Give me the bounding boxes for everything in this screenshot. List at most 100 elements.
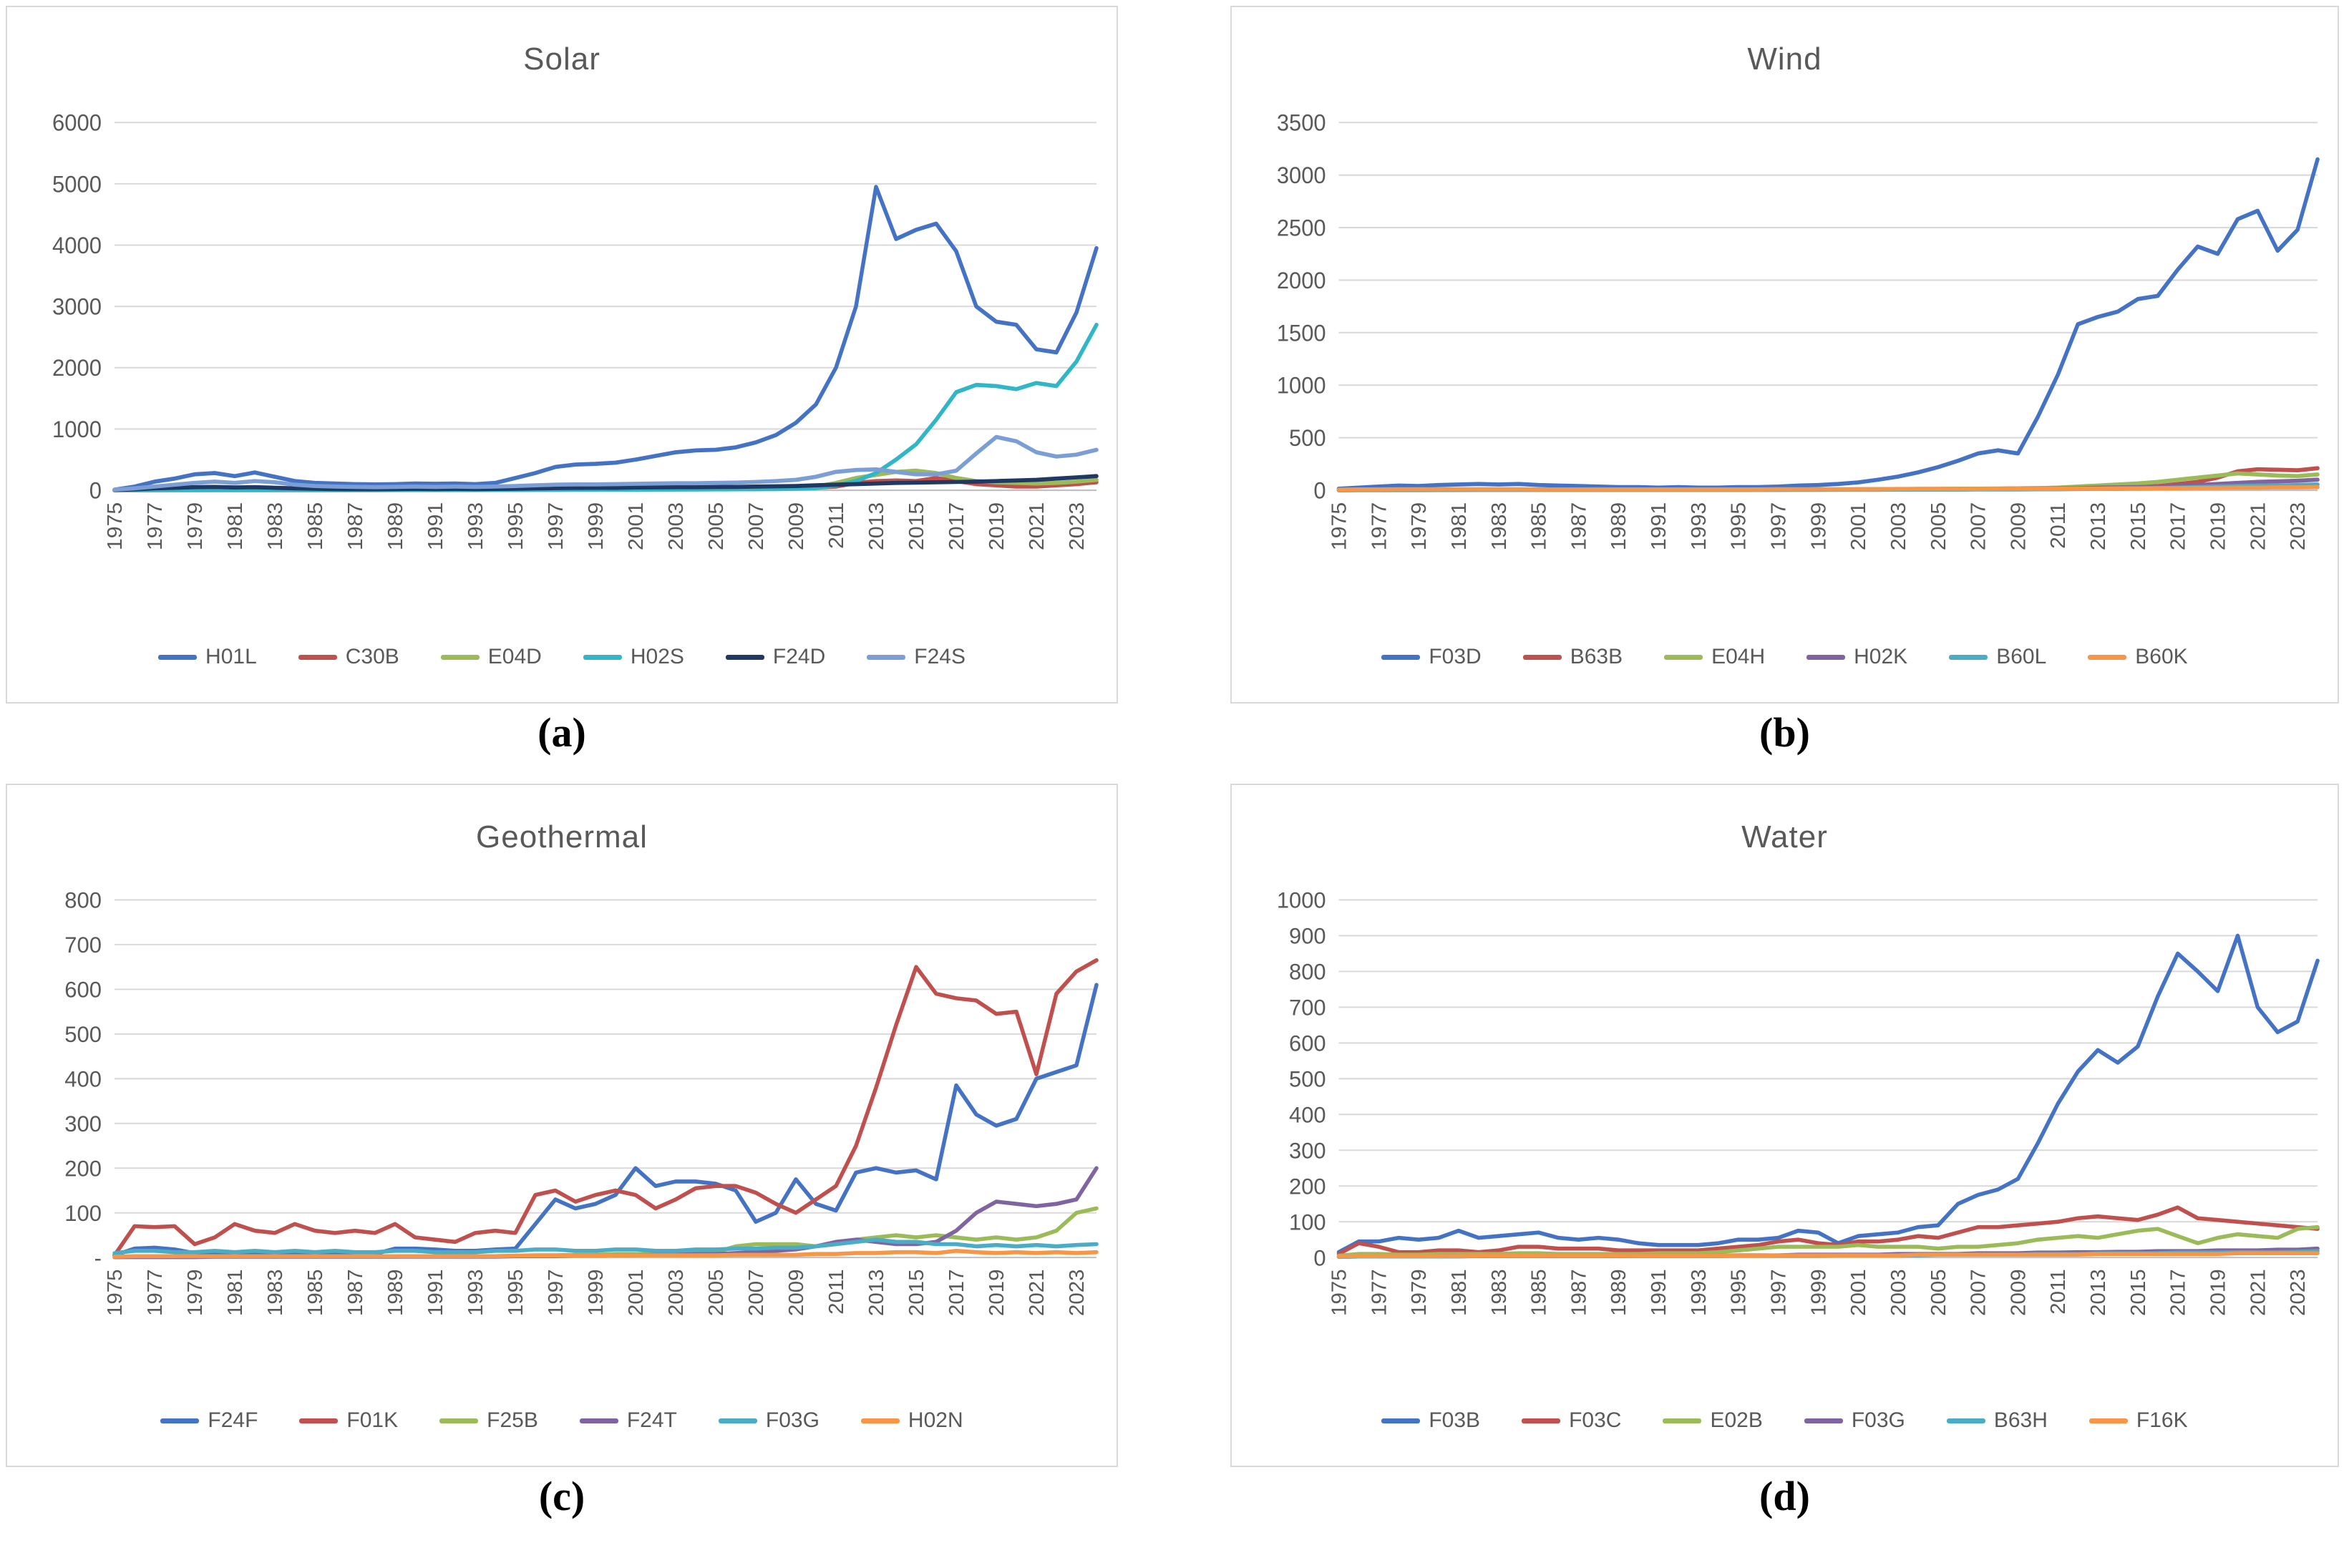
- legend-swatch: [1522, 654, 1562, 660]
- legend-item-B63H: B63H: [1946, 1408, 2048, 1433]
- x-tick-label: 1979: [184, 502, 207, 550]
- x-tick-label: 1981: [1448, 1269, 1471, 1316]
- x-tick-label: 2021: [1026, 1269, 1049, 1316]
- legend-label: F24T: [626, 1408, 677, 1432]
- x-tick-label: 2009: [2007, 502, 2030, 550]
- x-tick-label: 2005: [1927, 502, 1950, 550]
- legend-swatch: [718, 1418, 757, 1423]
- legend-item-F24F: F24F: [160, 1408, 258, 1433]
- x-tick-label: 2023: [2287, 502, 2310, 550]
- x-tick-label: 1989: [384, 1269, 407, 1316]
- chart-canvas: 800 700 600 500 400 300 200 100 -1975 1977 1979 198…: [7, 880, 1117, 1388]
- x-tick-label: 2011: [2047, 1269, 2070, 1314]
- y-tick-label: 100: [64, 1201, 102, 1226]
- x-tick-label: 2015: [2127, 1269, 2150, 1316]
- x-tick-label: 1975: [1328, 502, 1351, 550]
- x-tick-label: 1993: [465, 502, 487, 550]
- x-tick-label: 1999: [1808, 1269, 1831, 1316]
- legend-label: H01L: [205, 645, 257, 668]
- x-tick-label: 1989: [384, 502, 407, 550]
- x-tick-label: 1985: [304, 502, 327, 550]
- y-tick-label: 800: [64, 887, 102, 912]
- x-tick-label: 2007: [745, 1269, 768, 1316]
- x-tick-label: 1981: [1448, 502, 1471, 550]
- legend-item-F03G: F03G: [1804, 1408, 1905, 1433]
- legend-swatch: [1381, 1418, 1421, 1423]
- x-tick-label: 1977: [1368, 1269, 1391, 1316]
- series-line-F03C: [1336, 1205, 2320, 1256]
- x-tick-label: 2019: [986, 1269, 1008, 1316]
- x-tick-label: 2011: [825, 1269, 848, 1314]
- x-tick-label: 1983: [1488, 1269, 1511, 1316]
- legend-label: E02B: [1710, 1408, 1763, 1432]
- x-tick-label: 2021: [1026, 502, 1049, 550]
- y-tick-label: 400: [1289, 1102, 1326, 1127]
- legend-label: B60K: [2135, 645, 2188, 668]
- x-tick-label: 1987: [1568, 1269, 1591, 1316]
- y-tick-label: 500: [1289, 1066, 1326, 1091]
- x-tick-label: 1981: [224, 1269, 247, 1316]
- legend-swatch: [299, 1418, 339, 1423]
- x-tick-label: 1993: [1688, 1269, 1711, 1316]
- legend-item-F25B: F25B: [439, 1408, 538, 1433]
- y-tick-label: 1000: [1277, 887, 1326, 912]
- legend-swatch: [860, 1418, 900, 1423]
- series-line-F03B: [1336, 933, 2320, 1255]
- legend-label: F03G: [765, 1408, 820, 1432]
- caption-a: (a): [538, 709, 586, 756]
- x-tick-label: 2005: [705, 1269, 728, 1316]
- legend-label: E04D: [487, 645, 542, 668]
- y-tick-label: -: [94, 1245, 102, 1270]
- x-tick-label: 2021: [2247, 502, 2270, 550]
- legend-swatch: [1946, 1418, 1985, 1423]
- y-tick-label: 900: [1289, 923, 1326, 948]
- x-tick-label: 2001: [625, 1269, 648, 1316]
- y-tick-label: 1000: [1277, 372, 1326, 399]
- chart-panel-wind: Wind 3500 3000 2500 2000 1500 1000 500 0 1975 197…: [1230, 6, 2339, 703]
- legend-item-F24S: F24S: [867, 645, 966, 669]
- y-tick-label: 0: [1313, 477, 1326, 504]
- legend-swatch: [2088, 1418, 2128, 1423]
- x-tick-label: 1995: [505, 502, 527, 550]
- y-tick-label: 700: [1289, 995, 1326, 1020]
- x-tick-label: 1997: [1767, 502, 1790, 550]
- x-tick-label: 2007: [1967, 502, 1990, 550]
- legend-item-H02S: H02S: [583, 645, 684, 669]
- legend-item-C30B: C30B: [298, 645, 399, 669]
- series-line-H01L: [112, 185, 1099, 492]
- y-tick-label: 200: [1289, 1174, 1326, 1199]
- legend-label: H02N: [908, 1408, 963, 1432]
- x-tick-label: 1991: [1648, 502, 1670, 550]
- chart-canvas: 1000 900 800 700 600 500 400 300 200 100 0 1975 1977…: [1232, 880, 2338, 1388]
- legend-label: F03D: [1429, 645, 1482, 668]
- series-line-F03G: [112, 1237, 1099, 1255]
- y-tick-label: 1500: [1277, 320, 1326, 346]
- x-tick-label: 2023: [2287, 1269, 2310, 1316]
- chart-legend: F24F F01K F25B F24T F03G H02N: [7, 1388, 1117, 1466]
- series-line-B60K: [1336, 484, 2320, 492]
- x-tick-label: 1977: [144, 1269, 167, 1316]
- x-tick-label: 1987: [344, 502, 367, 550]
- x-tick-label: 2019: [986, 502, 1008, 550]
- legend-item-F03C: F03C: [1522, 1408, 1621, 1433]
- legend-swatch: [1949, 654, 1988, 660]
- x-tick-label: 2017: [945, 1269, 968, 1316]
- x-tick-label: 1983: [264, 502, 287, 550]
- y-tick-label: 600: [64, 977, 102, 1002]
- y-tick-label: 700: [64, 932, 102, 958]
- legend-label: F25B: [487, 1408, 538, 1432]
- x-tick-label: 1975: [1328, 1269, 1351, 1316]
- chart-canvas: 3500 3000 2500 2000 1500 1000 500 0 1975 1977 1979…: [1232, 102, 2338, 625]
- legend-item-F03G: F03G: [718, 1408, 820, 1433]
- legend-item-F03B: F03B: [1381, 1408, 1480, 1433]
- legend-item-E04H: E04H: [1664, 645, 1765, 669]
- y-tick-label: 4000: [52, 232, 102, 258]
- legend-label: E04H: [1711, 645, 1766, 668]
- series-line-F16K: [1336, 1251, 2320, 1259]
- legend-label: B60L: [1996, 645, 2047, 668]
- y-tick-label: 0: [89, 477, 102, 504]
- y-tick-label: 2000: [52, 355, 102, 381]
- chart-legend: F03B F03C E02B F03G B63H F16K: [1232, 1388, 2338, 1466]
- x-tick-label: 1995: [505, 1269, 527, 1316]
